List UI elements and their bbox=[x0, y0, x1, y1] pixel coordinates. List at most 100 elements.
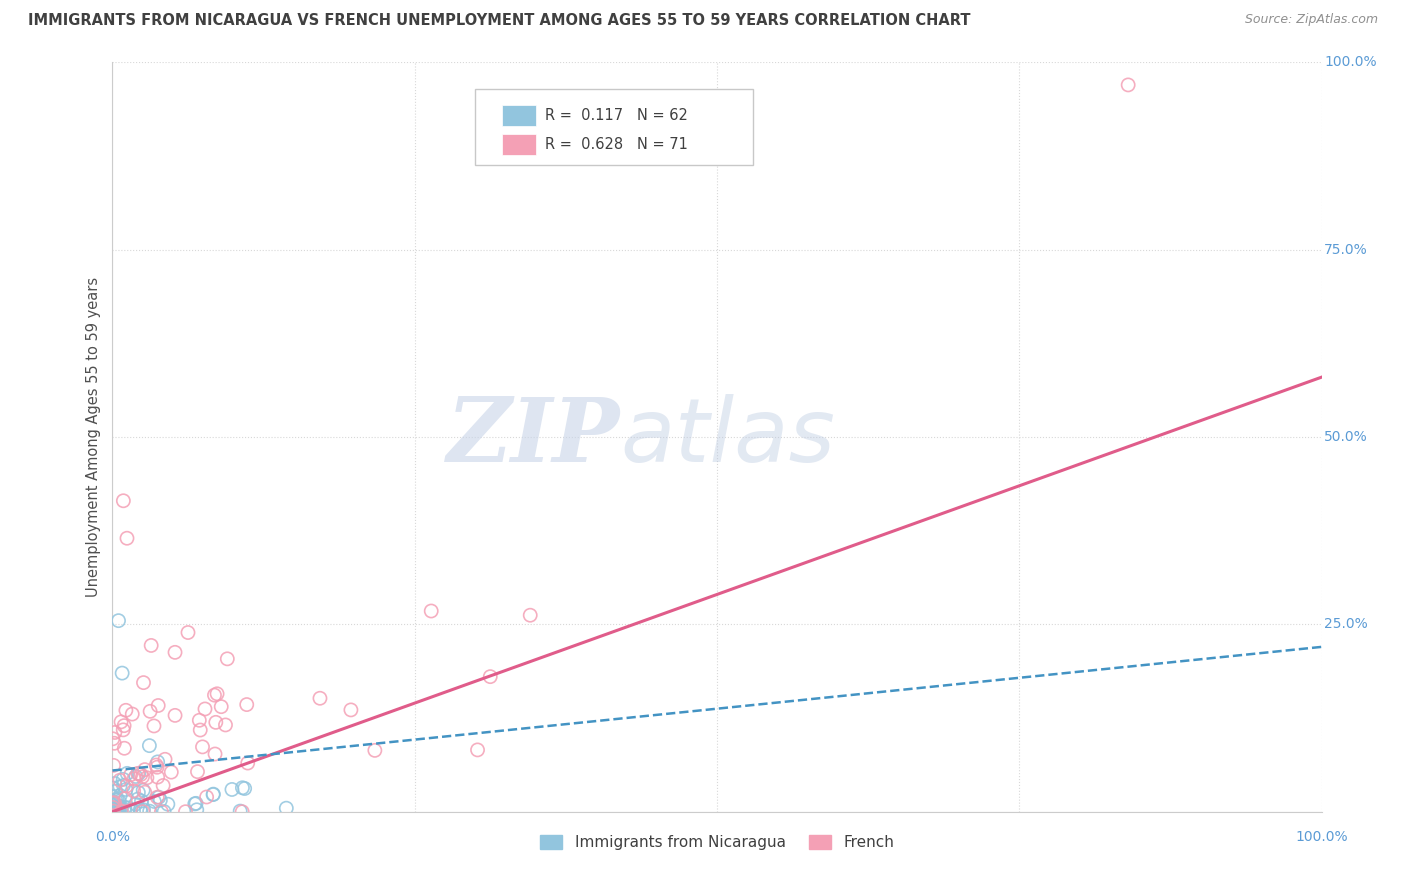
Point bbox=[104, 776, 127, 790]
Point bbox=[103, 789, 125, 804]
Point bbox=[479, 670, 502, 684]
Point bbox=[107, 801, 129, 815]
Text: 100.0%: 100.0% bbox=[1295, 830, 1348, 845]
Point bbox=[104, 802, 127, 816]
Point bbox=[194, 702, 217, 716]
Point bbox=[122, 772, 145, 786]
Point bbox=[184, 797, 207, 811]
Point bbox=[117, 801, 139, 815]
Point bbox=[127, 792, 149, 806]
Point bbox=[108, 773, 131, 788]
Point bbox=[231, 780, 253, 795]
Point bbox=[195, 789, 218, 804]
Point bbox=[132, 675, 155, 690]
Point bbox=[138, 804, 160, 818]
Text: 0.0%: 0.0% bbox=[96, 830, 129, 845]
Point bbox=[148, 698, 170, 713]
Point bbox=[221, 782, 243, 797]
Text: IMMIGRANTS FROM NICARAGUA VS FRENCH UNEMPLOYMENT AMONG AGES 55 TO 59 YEARS CORRE: IMMIGRANTS FROM NICARAGUA VS FRENCH UNEM… bbox=[28, 13, 970, 29]
Point bbox=[112, 772, 135, 787]
Point bbox=[309, 691, 332, 706]
Point bbox=[141, 639, 163, 653]
Point bbox=[127, 785, 149, 799]
Point bbox=[110, 714, 132, 729]
Point bbox=[153, 752, 176, 766]
Point bbox=[148, 790, 170, 805]
Point bbox=[217, 652, 239, 666]
Text: ZIP: ZIP bbox=[447, 394, 620, 480]
Point bbox=[114, 803, 136, 817]
Point bbox=[364, 743, 387, 757]
Point bbox=[115, 782, 138, 797]
Point bbox=[107, 800, 129, 814]
Point bbox=[132, 783, 155, 797]
Point bbox=[138, 739, 160, 753]
Point bbox=[132, 805, 155, 819]
Point bbox=[146, 790, 169, 805]
Point bbox=[122, 784, 145, 798]
Point bbox=[156, 797, 179, 812]
Point bbox=[1116, 78, 1139, 92]
Point bbox=[143, 719, 166, 733]
Bar bbox=[502, 134, 536, 154]
Point bbox=[143, 794, 166, 808]
Point bbox=[101, 795, 124, 809]
Point bbox=[153, 805, 176, 819]
Point bbox=[146, 760, 169, 774]
Point bbox=[467, 743, 489, 757]
Point bbox=[340, 703, 363, 717]
Text: 25.0%: 25.0% bbox=[1324, 617, 1368, 632]
Point bbox=[131, 770, 153, 784]
Point bbox=[111, 666, 134, 681]
Point bbox=[101, 780, 124, 795]
Point bbox=[103, 804, 125, 818]
Text: R =  0.628   N = 71: R = 0.628 N = 71 bbox=[546, 136, 688, 152]
Point bbox=[105, 798, 128, 813]
Point bbox=[124, 797, 146, 812]
Point bbox=[131, 794, 153, 808]
Point bbox=[186, 764, 208, 779]
Point bbox=[204, 688, 226, 702]
Point bbox=[121, 707, 143, 722]
Point bbox=[129, 805, 152, 819]
Point bbox=[107, 614, 129, 628]
Point bbox=[104, 793, 127, 807]
Point bbox=[152, 779, 174, 793]
Point bbox=[233, 781, 256, 796]
Point bbox=[112, 741, 135, 756]
Point bbox=[209, 699, 232, 714]
FancyBboxPatch shape bbox=[475, 88, 754, 165]
Point bbox=[420, 604, 443, 618]
Point bbox=[114, 800, 136, 814]
Point bbox=[112, 719, 135, 733]
Point bbox=[191, 739, 214, 754]
Point bbox=[132, 803, 155, 817]
Point bbox=[519, 608, 541, 623]
Bar bbox=[502, 105, 536, 126]
Point bbox=[205, 715, 228, 730]
Point bbox=[103, 804, 125, 818]
Point bbox=[108, 794, 131, 808]
Point bbox=[236, 756, 259, 770]
Point bbox=[205, 687, 228, 701]
Text: 75.0%: 75.0% bbox=[1324, 243, 1368, 257]
Point bbox=[184, 797, 207, 811]
Point bbox=[104, 797, 127, 812]
Point bbox=[231, 805, 253, 819]
Point bbox=[134, 785, 156, 799]
Point bbox=[115, 766, 138, 780]
Point bbox=[235, 698, 257, 712]
Point bbox=[110, 802, 132, 816]
Point bbox=[108, 799, 131, 814]
Text: Source: ZipAtlas.com: Source: ZipAtlas.com bbox=[1244, 13, 1378, 27]
Point bbox=[127, 766, 149, 780]
Point bbox=[114, 791, 136, 805]
Point bbox=[134, 763, 156, 777]
Point bbox=[146, 770, 169, 784]
Text: 100.0%: 100.0% bbox=[1324, 55, 1376, 70]
Point bbox=[112, 493, 135, 508]
Point bbox=[186, 803, 208, 817]
Point bbox=[128, 766, 150, 780]
Text: atlas: atlas bbox=[620, 394, 835, 480]
Point bbox=[103, 736, 125, 750]
